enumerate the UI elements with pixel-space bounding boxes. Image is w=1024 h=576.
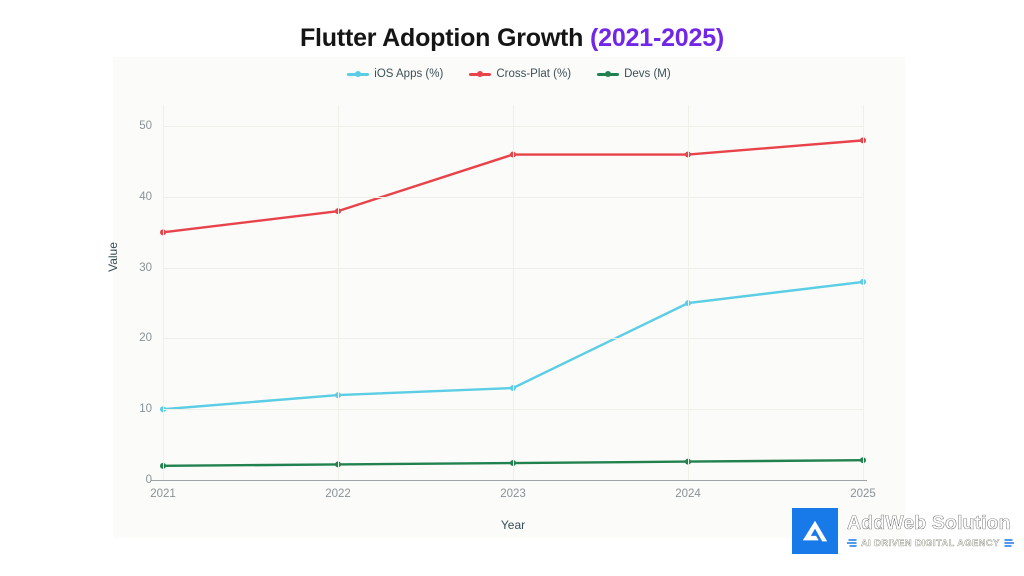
x-gridline: [338, 105, 339, 480]
y-axis-tick-label: 50: [139, 120, 152, 133]
legend-label: iOS Apps (%): [374, 68, 444, 80]
x-axis-tick-label: 2024: [675, 488, 701, 500]
swoosh-right-icon: [1004, 539, 1014, 547]
addweb-logo-text: AddWeb Solution AI DRIVEN DIGITAL AGENCY: [847, 512, 1014, 548]
x-axis-tick-label: 2021: [150, 488, 176, 500]
legend-item[interactable]: Devs (M): [597, 68, 671, 80]
y-axis-tick-label: 0: [145, 474, 152, 486]
legend-label: Cross-Plat (%): [496, 68, 572, 80]
legend-swatch-icon: [347, 69, 370, 79]
addweb-logo-tagline-text: AI DRIVEN DIGITAL AGENCY: [861, 537, 1000, 548]
y-axis-title: Value: [106, 242, 120, 272]
y-axis-tick-label: 20: [139, 332, 152, 345]
chart-legend: iOS Apps (%) Cross-Plat (%) Devs (M): [113, 68, 905, 80]
addweb-logo: AddWeb Solution AI DRIVEN DIGITAL AGENCY: [792, 508, 1014, 554]
legend-label: Devs (M): [624, 68, 671, 80]
page-title-range: (2021-2025): [590, 24, 725, 52]
y-axis-tick-label: 40: [139, 190, 152, 203]
y-axis-tick-label: 30: [139, 261, 152, 274]
legend-swatch-icon: [469, 69, 492, 79]
addweb-logo-name: AddWeb Solution: [847, 512, 1011, 535]
page-title-main: Flutter Adoption Growth: [299, 24, 591, 52]
legend-item[interactable]: Cross-Plat (%): [469, 68, 571, 80]
legend-swatch-icon: [597, 69, 620, 79]
page-title: Flutter Adoption Growth (2021-2025): [0, 24, 1024, 53]
y-axis-tick-label: 10: [139, 403, 152, 416]
plot-area: 0 10 20 30 40 50 2021 2022 2023 2024 2025: [139, 105, 876, 500]
x-axis-line: [151, 480, 867, 481]
x-axis-tick-label: 2023: [500, 488, 526, 500]
addweb-triangle-mark-icon: [792, 508, 838, 554]
chart-panel: [113, 57, 905, 538]
addweb-logo-tagline: AI DRIVEN DIGITAL AGENCY: [847, 537, 1014, 548]
x-gridline: [513, 105, 514, 480]
x-axis-tick-label: 2022: [325, 488, 351, 500]
x-gridline: [163, 105, 164, 480]
swoosh-left-icon: [847, 539, 857, 547]
x-axis-title: Year: [500, 518, 526, 532]
x-axis-tick-label: 2025: [850, 488, 876, 500]
x-gridline: [688, 105, 689, 480]
x-gridline: [863, 105, 864, 480]
legend-item[interactable]: iOS Apps (%): [347, 68, 443, 80]
